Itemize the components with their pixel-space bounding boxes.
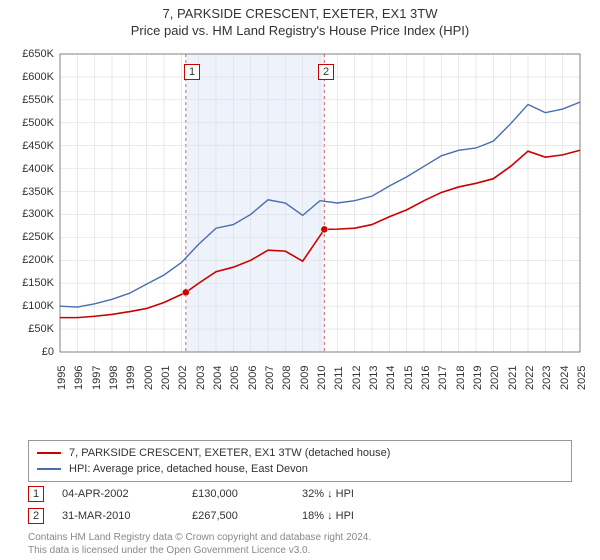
footer: Contains HM Land Registry data © Crown c… — [28, 532, 572, 557]
y-tick-label: £150K — [22, 277, 54, 289]
x-tick-label: 2005 — [229, 366, 241, 390]
line-chart-svg — [12, 46, 588, 396]
legend-swatch — [37, 452, 61, 454]
x-tick-label: 2014 — [385, 366, 397, 390]
transaction-marker: 1 — [28, 486, 44, 502]
x-tick-label: 1996 — [73, 366, 85, 390]
x-tick-label: 2008 — [281, 366, 293, 390]
x-tick-label: 2024 — [559, 366, 571, 390]
x-tick-label: 2011 — [333, 366, 345, 390]
x-tick-label: 2021 — [507, 366, 519, 390]
x-tick-label: 2009 — [299, 366, 311, 390]
x-tick-label: 2025 — [576, 366, 588, 390]
x-tick-label: 2019 — [472, 366, 484, 390]
legend-swatch — [37, 468, 61, 470]
transaction-row: 2 31-MAR-2010 £267,500 18% ↓ HPI — [28, 508, 572, 524]
legend-label: HPI: Average price, detached house, East… — [69, 463, 308, 475]
x-tick-label: 2020 — [489, 366, 501, 390]
x-tick-label: 2023 — [541, 366, 553, 390]
x-tick-label: 2012 — [351, 366, 363, 390]
x-tick-label: 2004 — [212, 366, 224, 390]
x-tick-label: 1998 — [108, 366, 120, 390]
chart-title-block: 7, PARKSIDE CRESCENT, EXETER, EX1 3TW Pr… — [0, 0, 600, 38]
chart-area: £0 £50K £100K £150K £200K £250K £300K £350K £400… — [12, 46, 588, 396]
legend-row: HPI: Average price, detached house, East… — [37, 461, 563, 477]
x-tick-label: 2002 — [177, 366, 189, 390]
x-tick-label: 1995 — [56, 366, 68, 390]
transaction-row: 1 04-APR-2002 £130,000 32% ↓ HPI — [28, 486, 572, 502]
y-tick-label: £400K — [22, 163, 54, 175]
y-tick-label: £550K — [22, 94, 54, 106]
y-tick-label: £200K — [22, 254, 54, 266]
y-tick-label: £650K — [22, 48, 54, 60]
y-tick-label: £50K — [28, 323, 54, 335]
x-tick-label: 2016 — [420, 366, 432, 390]
legend-row: 7, PARKSIDE CRESCENT, EXETER, EX1 3TW (d… — [37, 445, 563, 461]
transaction-marker: 2 — [28, 508, 44, 524]
transaction-delta: 32% ↓ HPI — [302, 488, 422, 500]
x-tick-label: 2006 — [247, 366, 259, 390]
x-tick-label: 2022 — [524, 366, 536, 390]
legend: 7, PARKSIDE CRESCENT, EXETER, EX1 3TW (d… — [28, 440, 572, 482]
marker-label: 2 — [318, 64, 334, 80]
footer-line1: Contains HM Land Registry data © Crown c… — [28, 532, 572, 545]
x-tick-label: 2013 — [368, 366, 380, 390]
transaction-price: £267,500 — [192, 510, 302, 522]
x-tick-label: 2015 — [403, 366, 415, 390]
legend-label: 7, PARKSIDE CRESCENT, EXETER, EX1 3TW (d… — [69, 447, 390, 459]
x-tick-label: 1999 — [125, 366, 137, 390]
transaction-date: 04-APR-2002 — [62, 488, 192, 500]
y-tick-label: £300K — [22, 208, 54, 220]
x-tick-label: 2001 — [160, 366, 172, 390]
transaction-price: £130,000 — [192, 488, 302, 500]
title-line2: Price paid vs. HM Land Registry's House … — [0, 23, 600, 38]
x-tick-label: 1997 — [91, 366, 103, 390]
footer-line2: This data is licensed under the Open Gov… — [28, 545, 572, 558]
y-tick-label: £100K — [22, 300, 54, 312]
y-tick-label: £500K — [22, 117, 54, 129]
y-tick-label: £350K — [22, 186, 54, 198]
y-tick-label: £450K — [22, 140, 54, 152]
marker-label: 1 — [184, 64, 200, 80]
y-tick-label: £250K — [22, 231, 54, 243]
x-tick-label: 2003 — [195, 366, 207, 390]
x-tick-label: 2000 — [143, 366, 155, 390]
y-tick-label: £600K — [22, 71, 54, 83]
transaction-date: 31-MAR-2010 — [62, 510, 192, 522]
transaction-delta: 18% ↓ HPI — [302, 510, 422, 522]
x-tick-label: 2007 — [264, 366, 276, 390]
x-tick-label: 2017 — [437, 366, 449, 390]
y-tick-label: £0 — [42, 346, 54, 358]
x-tick-label: 2018 — [455, 366, 467, 390]
x-tick-label: 2010 — [316, 366, 328, 390]
title-line1: 7, PARKSIDE CRESCENT, EXETER, EX1 3TW — [0, 6, 600, 21]
